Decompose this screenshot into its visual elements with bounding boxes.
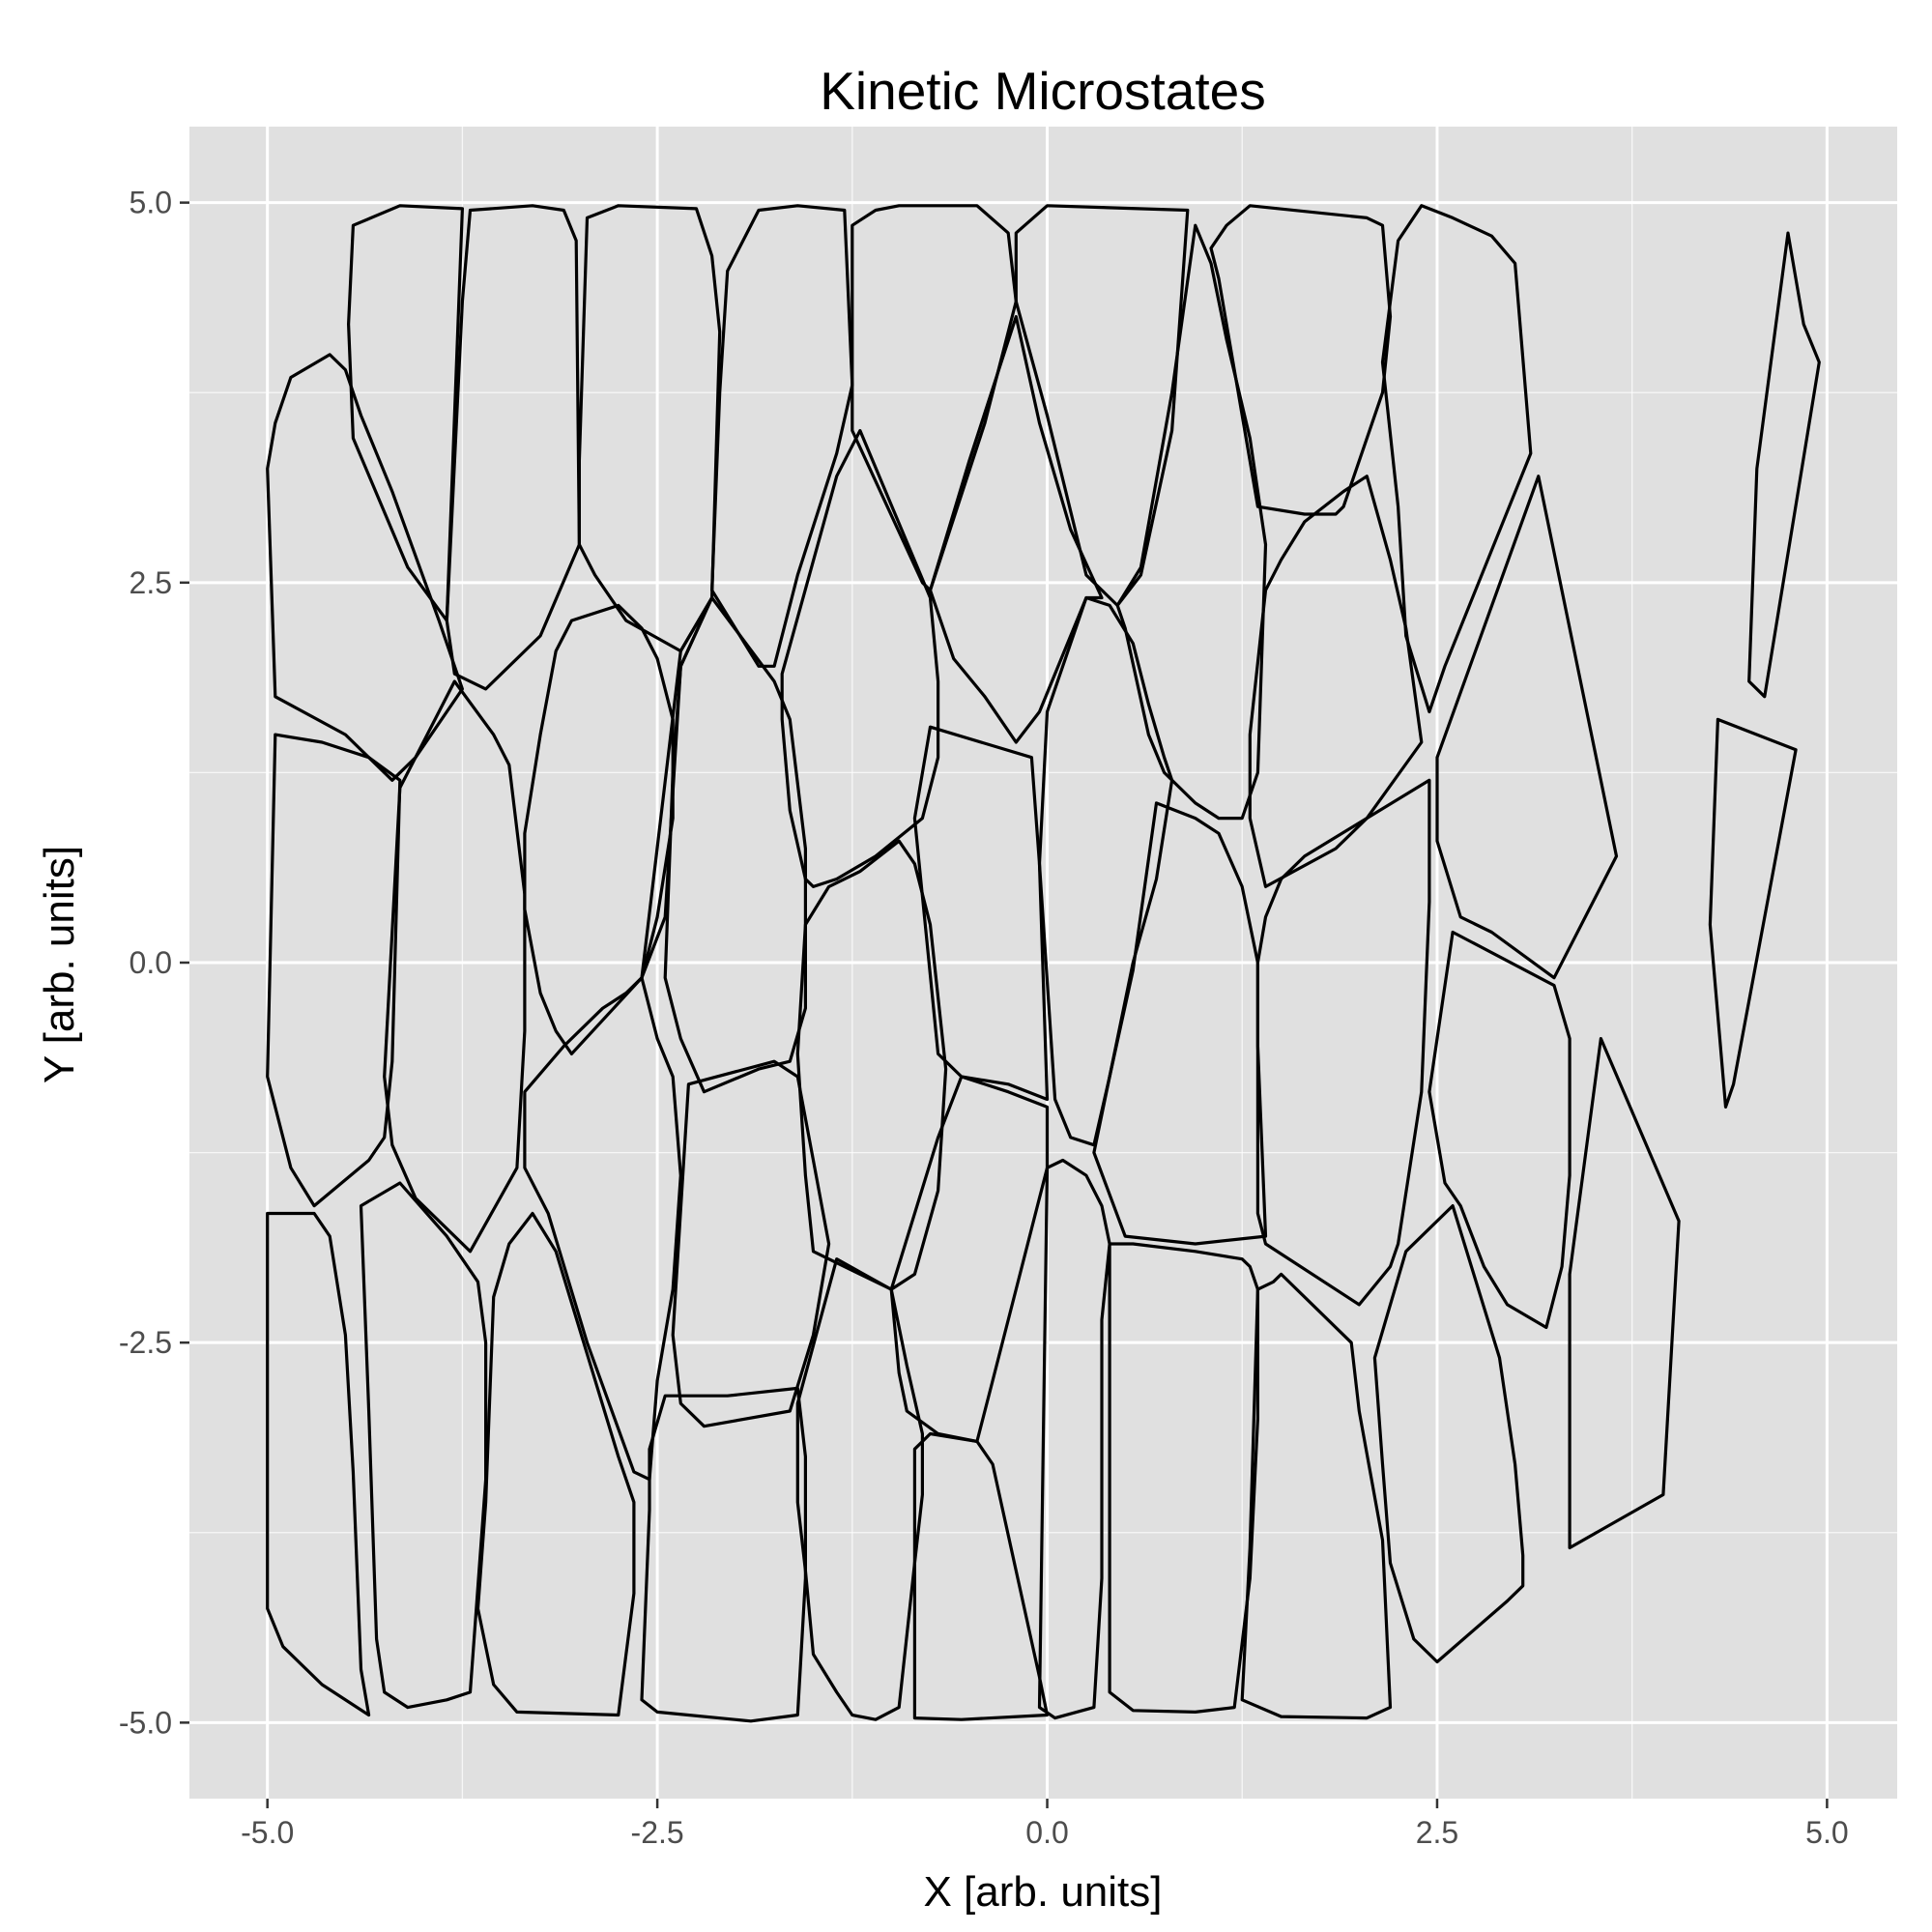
microstate-cell-27 bbox=[1427, 930, 1572, 1330]
y-tick-label: 2.5 bbox=[130, 565, 172, 600]
microstate-cell-32 bbox=[266, 1211, 371, 1717]
y-tick-label: 0.0 bbox=[130, 945, 172, 980]
polygon-layer bbox=[266, 204, 1821, 1723]
microstate-cell-22 bbox=[795, 839, 948, 1291]
microstate-cell-36 bbox=[795, 1257, 925, 1721]
microstate-cell-41 bbox=[1372, 1203, 1525, 1664]
microstate-cell-8 bbox=[1380, 204, 1533, 714]
microstate-cell-21 bbox=[640, 595, 714, 980]
x-axis: -5.0 -2.5 0.0 2.5 5.0 bbox=[241, 1799, 1849, 1850]
y-tick-label: 5.0 bbox=[130, 186, 172, 220]
microstate-cell-33 bbox=[359, 1181, 488, 1710]
microstate-cell-1 bbox=[347, 204, 464, 622]
microstate-cell-7 bbox=[1209, 204, 1393, 516]
x-tick-label: -2.5 bbox=[631, 1815, 684, 1850]
microstate-cell-11 bbox=[266, 733, 402, 1208]
microstate-cell-12 bbox=[383, 679, 527, 1254]
microstate-cell-4 bbox=[709, 204, 854, 668]
microstate-cell-16 bbox=[928, 315, 1104, 744]
microstate-cell-18 bbox=[1248, 475, 1424, 889]
y-tick-label: -2.5 bbox=[119, 1325, 172, 1360]
y-axis-label: Y [arb. units] bbox=[36, 846, 83, 1083]
chart-title: Kinetic Microstates bbox=[820, 61, 1266, 121]
x-tick-label: -5.0 bbox=[241, 1815, 294, 1850]
microstate-cell-28 bbox=[1568, 1036, 1681, 1550]
microstate-cell-2 bbox=[445, 204, 582, 691]
x-tick-label: 2.5 bbox=[1416, 1815, 1458, 1850]
microstate-cell-25 bbox=[1092, 801, 1268, 1246]
microstate-cell-6 bbox=[1014, 204, 1190, 608]
microstate-cell-34 bbox=[476, 1211, 636, 1717]
y-tick-label: -5.0 bbox=[119, 1705, 172, 1740]
microstate-cell-19 bbox=[1435, 475, 1619, 980]
microstate-cell-9 bbox=[1747, 231, 1821, 699]
x-tick-label: 0.0 bbox=[1025, 1815, 1068, 1850]
microstate-cell-14 bbox=[663, 595, 808, 1094]
microstate-cell-26 bbox=[1255, 778, 1431, 1307]
microstate-cell-39 bbox=[1108, 1242, 1260, 1715]
microstate-cell-38 bbox=[1037, 1158, 1111, 1720]
microstate-cell-23 bbox=[912, 725, 1050, 1102]
microstate-cell-29 bbox=[523, 976, 682, 1482]
microstate-cell-24 bbox=[1037, 595, 1174, 1147]
microstate-cell-31 bbox=[889, 1075, 1050, 1444]
microstate-cell-17 bbox=[1115, 223, 1268, 821]
microstate-cell-10 bbox=[266, 353, 464, 782]
x-tick-label: 5.0 bbox=[1805, 1815, 1848, 1850]
microstate-cell-30 bbox=[671, 1059, 831, 1428]
microstate-cell-15 bbox=[780, 428, 940, 889]
microstate-cell-20 bbox=[1708, 717, 1798, 1110]
microstate-cell-35 bbox=[640, 1386, 808, 1723]
y-axis: -5.0 -2.5 0.0 2.5 5.0 bbox=[119, 186, 189, 1740]
x-axis-label: X [arb. units] bbox=[923, 1868, 1162, 1916]
microstate-cell-40 bbox=[1240, 1272, 1393, 1720]
